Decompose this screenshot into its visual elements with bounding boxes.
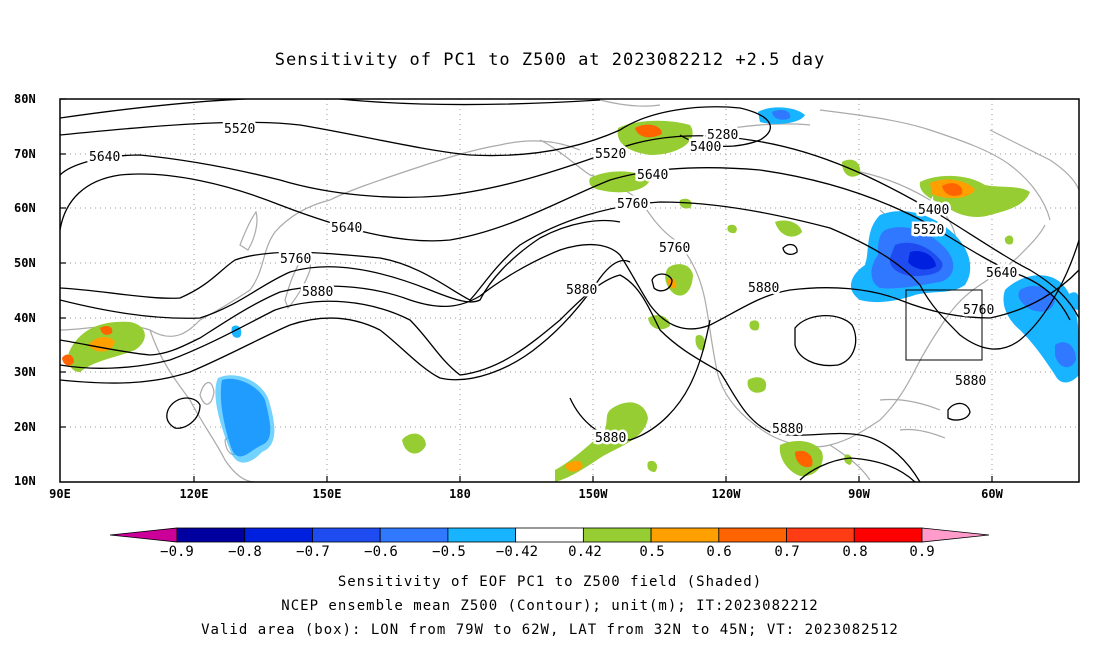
lat-label-40n: 40N <box>14 311 36 325</box>
contour-label-5400-a: 5400 <box>690 140 721 155</box>
colorbar-box <box>650 527 720 543</box>
contour-label-5640-a: 5640 <box>89 150 120 165</box>
colorbar-label: 0.6 <box>706 544 732 560</box>
colorbar-label: 0.42 <box>568 544 602 560</box>
lon-label-60w: 60W <box>981 487 1003 501</box>
contour-label-5280: 5280 <box>707 128 738 143</box>
caption-line-2: NCEP ensemble mean Z500 (Contour); unit(… <box>281 598 819 614</box>
contour-label-5520-a: 5520 <box>224 122 255 137</box>
colorbar <box>109 527 990 543</box>
colorbar-label: 0.8 <box>842 544 868 560</box>
contour-label-5880-b: 5880 <box>566 283 597 298</box>
contour-label-5880-e: 5880 <box>772 422 803 437</box>
colorbar-label: −0.5 <box>432 544 466 560</box>
colorbar-over-triangle <box>921 527 990 543</box>
contour-label-5880-a: 5880 <box>302 285 333 300</box>
colorbar-box <box>379 527 449 543</box>
lat-label-70n: 70N <box>14 147 36 161</box>
colorbar-box <box>786 527 855 543</box>
colorbar-box <box>447 527 517 543</box>
lon-label-150e: 150E <box>312 487 342 501</box>
lon-label-90e: 90E <box>49 487 71 501</box>
contour-label-5640-b: 5640 <box>331 221 362 236</box>
colorbar-label: 0.5 <box>639 544 665 560</box>
colorbar-label: −0.9 <box>160 544 194 560</box>
colorbar-label: −0.8 <box>228 544 262 560</box>
map-frame <box>59 98 1080 483</box>
colorbar-label: 0.9 <box>909 544 935 560</box>
colorbar-box <box>244 527 313 543</box>
lon-label-180: 180 <box>449 487 471 501</box>
contour-label-5640-d: 5640 <box>986 266 1017 281</box>
map-title: Sensitivity of PC1 to Z500 at 2023082212… <box>274 50 826 70</box>
lat-label-60n: 60N <box>14 201 36 215</box>
colorbar-label: −0.42 <box>495 544 539 560</box>
sensitivity-shading <box>62 107 1079 482</box>
lat-label-50n: 50N <box>14 256 36 270</box>
lon-label-150w: 150W <box>578 487 608 501</box>
contour-label-5640-c: 5640 <box>637 168 668 183</box>
lon-label-90w: 90W <box>848 487 870 501</box>
lat-label-80n: 80N <box>14 92 36 106</box>
contour-label-5760-a: 5760 <box>280 252 311 267</box>
contour-label-5760-b: 5760 <box>617 197 648 212</box>
colorbar-label: −0.6 <box>364 544 398 560</box>
axis-ticks <box>60 98 993 482</box>
colorbar-box <box>718 527 787 543</box>
contour-label-5880-d: 5880 <box>595 431 626 446</box>
caption-line-1: Sensitivity of EOF PC1 to Z500 field (Sh… <box>337 574 763 590</box>
contour-label-5400-b: 5400 <box>918 203 949 218</box>
lat-label-30n: 30N <box>14 365 36 379</box>
contour-label-5520-b: 5520 <box>595 147 626 162</box>
contour-label-5880-c: 5880 <box>748 281 779 296</box>
caption-line-3: Valid area (box): LON from 79W to 62W, L… <box>201 622 899 638</box>
lat-label-10n: 10N <box>14 474 36 488</box>
contour-label-5760-d: 5760 <box>963 303 994 318</box>
colorbar-box <box>582 527 652 543</box>
contour-labels: 5520 5640 5640 5760 5880 5280 5400 5520 … <box>87 120 1020 449</box>
colorbar-box <box>176 527 246 543</box>
lon-label-120w: 120W <box>711 487 741 501</box>
contour-label-5880-f: 5880 <box>955 374 986 389</box>
valid-area-box <box>905 289 983 361</box>
colorbar-box <box>515 527 584 543</box>
colorbar-box <box>853 527 923 543</box>
colorbar-under-triangle <box>109 527 178 543</box>
colorbar-label: −0.7 <box>296 544 330 560</box>
colorbar-label: 0.7 <box>774 544 800 560</box>
lat-label-20n: 20N <box>14 420 36 434</box>
contour-label-5520-c: 5520 <box>913 223 944 238</box>
contour-label-5760-c: 5760 <box>659 241 690 256</box>
lon-label-120e: 120E <box>179 487 209 501</box>
z500-contours <box>60 99 1079 482</box>
colorbar-box <box>312 527 381 543</box>
